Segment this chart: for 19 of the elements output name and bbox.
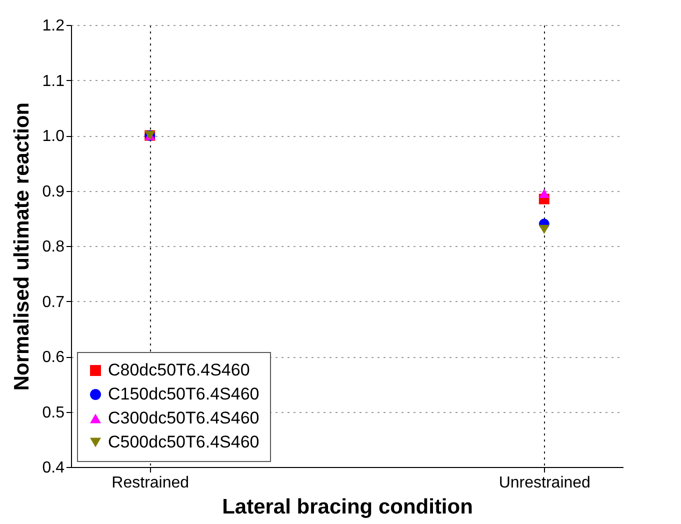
x-axis-title: Lateral bracing condition [222,496,473,518]
legend-label: C300dc50T6.4S460 [108,408,260,428]
y-tick-label: 0.7 [42,294,65,311]
y-tick-label: 0.9 [42,183,65,200]
y-tick-label: 0.5 [42,404,65,422]
point [538,224,550,234]
legend-label: C80dc50T6.4S460 [108,360,250,380]
y-tick-label: 0.4 [42,460,65,476]
y-axis-title: Normalised ultimate reaction [10,102,34,391]
legend-label: C150dc50T6.4S460 [108,384,260,404]
point [538,188,550,198]
x-tick-label: Restrained [112,474,190,492]
legend-label: C500dc50T6.4S460 [108,432,260,452]
y-tick-label: 1.0 [42,128,65,145]
y-tick-label: 1.1 [42,72,65,90]
x-tick-label: Unrestrained [498,474,590,492]
y-tick-label: 1.2 [42,18,65,34]
y-tick-label: 0.8 [42,238,65,256]
y-tick-label: 0.6 [42,349,65,366]
